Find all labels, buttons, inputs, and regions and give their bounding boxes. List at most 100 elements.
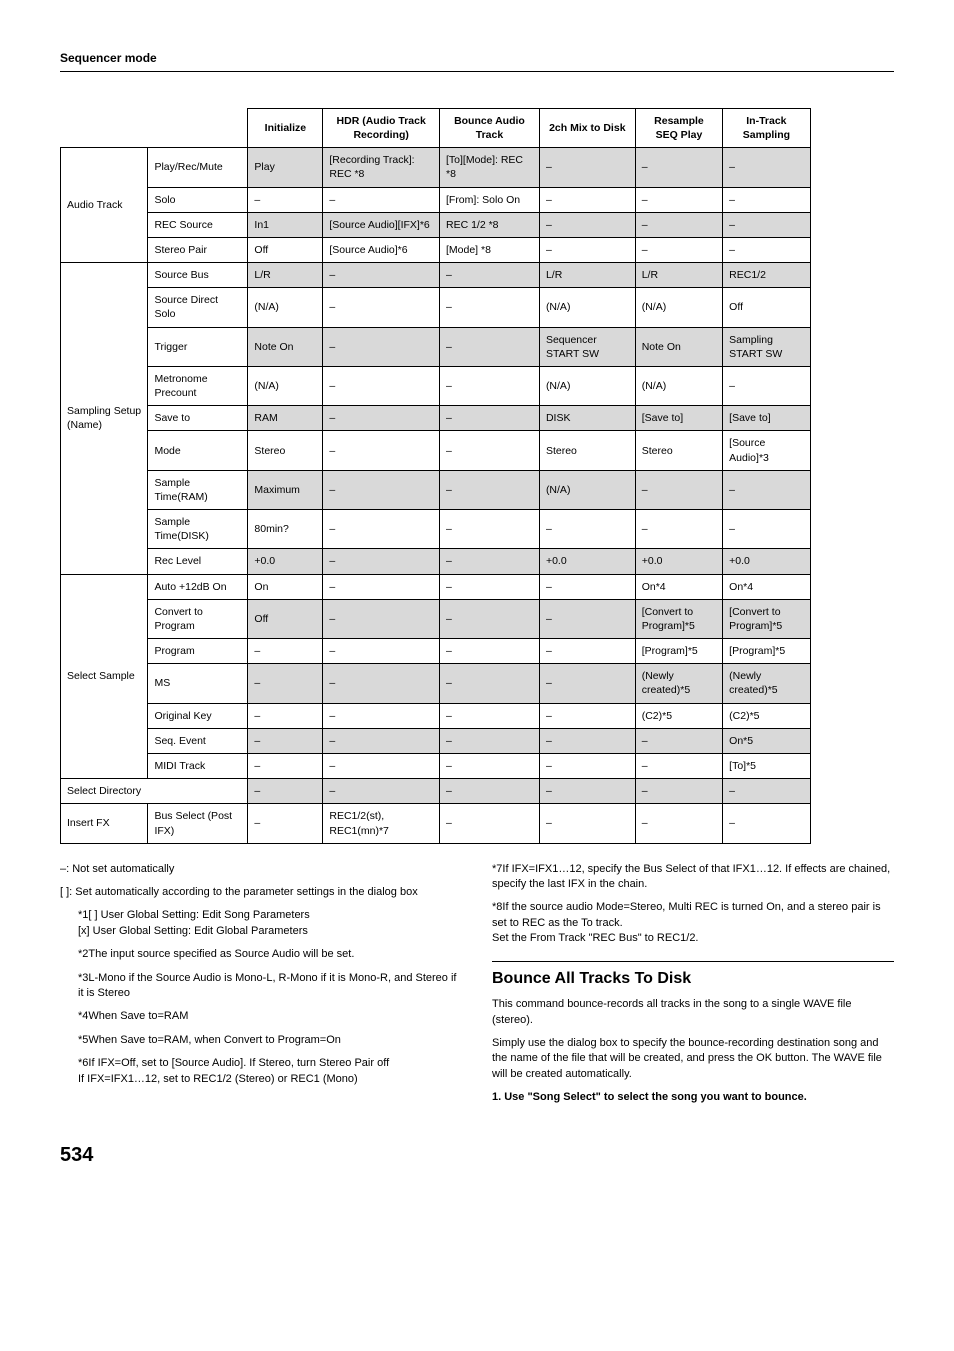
row-label: Metronome Precount [148, 366, 248, 405]
table-cell: REC1/2(st), REC1(mn)*7 [323, 804, 440, 843]
table-cell: – [323, 366, 440, 405]
table-cell: – [635, 728, 722, 753]
table-cell: – [439, 263, 539, 288]
table-cell: Stereo [248, 431, 323, 470]
column-header: Bounce Audio Track [439, 108, 539, 147]
table-cell: (C2)*5 [635, 703, 722, 728]
table-cell: – [248, 664, 323, 703]
table-cell: Stereo [539, 431, 635, 470]
notes-right-column: *7If IFX=IFX1…12, specify the Bus Select… [492, 862, 894, 1114]
table-cell: Sequencer START SW [539, 327, 635, 366]
note-paragraph: [ ]: Set automatically according to the … [60, 885, 462, 900]
table-cell: Stereo [635, 431, 722, 470]
table-cell: – [723, 187, 810, 212]
table-cell: (Newly created)*5 [723, 664, 810, 703]
table-cell: – [539, 639, 635, 664]
table-cell: – [635, 754, 722, 779]
table-cell: – [539, 237, 635, 262]
table-cell: – [248, 728, 323, 753]
table-cell: [Program]*5 [635, 639, 722, 664]
table-cell: Play [248, 148, 323, 187]
table-cell: – [635, 470, 722, 509]
row-label: Save to [148, 406, 248, 431]
table-cell: – [539, 148, 635, 187]
row-label: REC Source [148, 212, 248, 237]
table-cell: In1 [248, 212, 323, 237]
table-cell: On*4 [635, 574, 722, 599]
table-cell: [Source Audio]*3 [723, 431, 810, 470]
page-number: 534 [60, 1142, 894, 1169]
table-cell: – [723, 237, 810, 262]
table-cell: DISK [539, 406, 635, 431]
table-cell: (Newly created)*5 [635, 664, 722, 703]
table-cell: – [439, 664, 539, 703]
table-cell: [Source Audio][IFX]*6 [323, 212, 440, 237]
column-header: Resample SEQ Play [635, 108, 722, 147]
row-label: Trigger [148, 327, 248, 366]
table-cell: L/R [248, 263, 323, 288]
table-cell: – [323, 470, 440, 509]
table-cell: – [635, 212, 722, 237]
group-label: Select Sample [61, 574, 148, 779]
table-cell: [Program]*5 [723, 639, 810, 664]
table-cell: Off [248, 237, 323, 262]
table-cell: On*5 [723, 728, 810, 753]
table-cell: – [439, 549, 539, 574]
section-heading: Bounce All Tracks To Disk [492, 968, 894, 990]
note-paragraph: *3L-Mono if the Source Audio is Mono-L, … [78, 971, 462, 1002]
table-cell: – [323, 431, 440, 470]
table-cell: – [539, 779, 635, 804]
table-cell: – [248, 804, 323, 843]
column-header: HDR (Audio Track Recording) [323, 108, 440, 147]
table-cell: (N/A) [248, 366, 323, 405]
table-cell: – [539, 728, 635, 753]
row-label: Bus Select (Post IFX) [148, 804, 248, 843]
table-cell: – [439, 431, 539, 470]
notes-left-column: –: Not set automatically [ ]: Set automat… [60, 862, 462, 1114]
table-cell: – [635, 148, 722, 187]
table-cell: – [248, 639, 323, 664]
table-cell: – [439, 703, 539, 728]
header-title: Sequencer mode [60, 51, 157, 65]
row-label: Mode [148, 431, 248, 470]
table-cell: Note On [635, 327, 722, 366]
section-paragraph: This command bounce-records all tracks i… [492, 997, 894, 1028]
table-cell: REC 1/2 *8 [439, 212, 539, 237]
row-label: Sample Time(DISK) [148, 510, 248, 549]
note-paragraph: *7If IFX=IFX1…12, specify the Bus Select… [492, 862, 894, 893]
table-cell: (N/A) [539, 470, 635, 509]
table-cell: Off [723, 288, 810, 327]
table-cell: [To]*5 [723, 754, 810, 779]
table-cell: – [723, 212, 810, 237]
table-cell: (N/A) [635, 288, 722, 327]
table-cell: (N/A) [539, 288, 635, 327]
column-header: In-Track Sampling [723, 108, 810, 147]
table-cell: – [635, 187, 722, 212]
table-cell: – [323, 327, 440, 366]
table-cell: L/R [635, 263, 722, 288]
table-cell: – [439, 366, 539, 405]
table-cell: – [539, 510, 635, 549]
notes-columns: –: Not set automatically [ ]: Set automat… [60, 862, 894, 1114]
row-label: Convert to Program [148, 599, 248, 638]
row-label: Source Direct Solo [148, 288, 248, 327]
table-cell: Off [248, 599, 323, 638]
table-cell: [Recording Track]: REC *8 [323, 148, 440, 187]
note-paragraph: *8If the source audio Mode=Stereo, Multi… [492, 900, 894, 946]
table-cell: – [539, 599, 635, 638]
table-cell: – [723, 510, 810, 549]
table-cell: – [723, 148, 810, 187]
table-cell: – [323, 779, 440, 804]
row-label: Stereo Pair [148, 237, 248, 262]
table-cell: – [323, 574, 440, 599]
note-paragraph: –: Not set automatically [60, 862, 462, 877]
section-paragraph: Simply use the dialog box to specify the… [492, 1036, 894, 1082]
table-cell: REC1/2 [723, 263, 810, 288]
table-cell: On*4 [723, 574, 810, 599]
table-cell: [Source Audio]*6 [323, 237, 440, 262]
table-cell: – [323, 263, 440, 288]
table-cell: – [539, 703, 635, 728]
column-header: 2ch Mix to Disk [539, 108, 635, 147]
table-cell: – [439, 574, 539, 599]
row-label: Play/Rec/Mute [148, 148, 248, 187]
